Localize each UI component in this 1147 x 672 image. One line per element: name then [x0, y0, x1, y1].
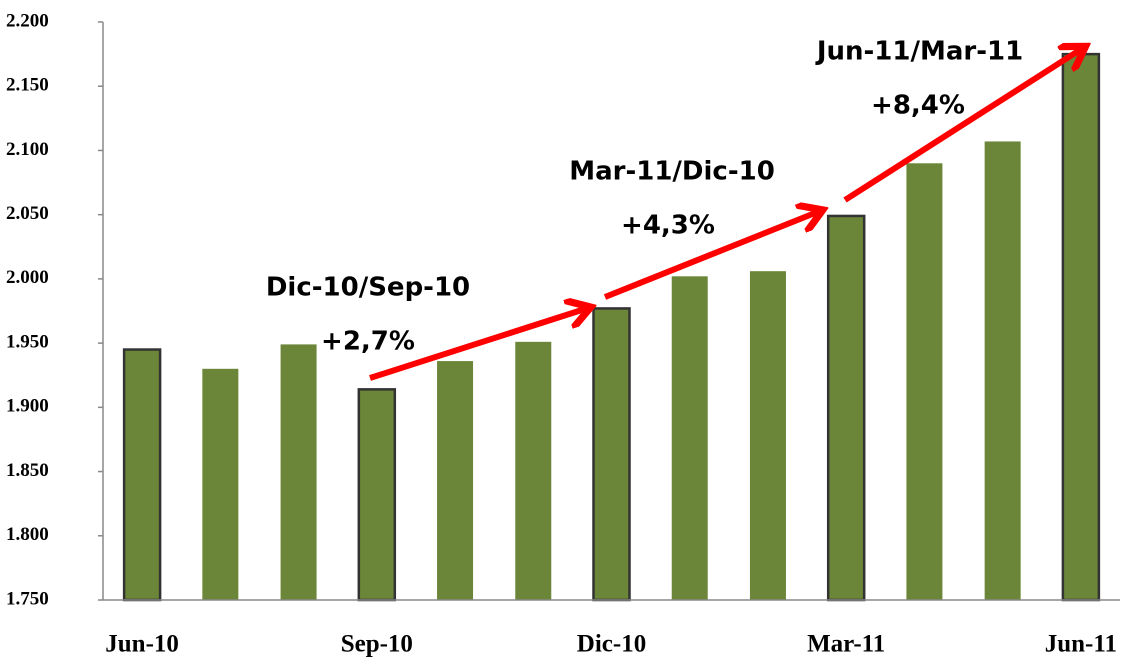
arrow [603, 211, 820, 300]
bar [515, 341, 552, 600]
bar [122, 348, 162, 602]
y-tick-label: 2.000 [6, 267, 49, 288]
bar [1061, 52, 1101, 602]
bar [280, 344, 317, 600]
x-tick-label: Jun-10 [105, 631, 179, 658]
y-tick-label: 2.200 [6, 10, 49, 31]
bar [437, 361, 474, 600]
annotation: +2,7% [321, 327, 415, 357]
bar [906, 163, 943, 601]
annotation: Mar-11/Dic-10 [569, 157, 775, 187]
annotation: Dic-10/Sep-10 [266, 273, 470, 303]
bar [826, 214, 866, 602]
y-tick-label: 1.950 [6, 331, 49, 352]
x-tick-label: Jun-11 [1045, 631, 1117, 658]
y-tick-label: 1.750 [6, 588, 49, 609]
y-tick-label: 1.800 [6, 524, 49, 545]
arrow [843, 48, 1083, 203]
annotation: +4,3% [621, 211, 715, 241]
y-tick-label: 2.100 [6, 139, 49, 160]
bar [592, 307, 631, 602]
bar [202, 368, 239, 600]
x-tick-label: Mar-11 [807, 631, 885, 658]
y-tick-label: 1.900 [6, 396, 49, 417]
y-tick-label: 1.850 [6, 460, 49, 481]
y-tick-label: 2.050 [6, 203, 49, 224]
annotation: Jun-11/Mar-11 [815, 37, 1023, 67]
arrow [369, 308, 588, 381]
bar [749, 271, 786, 600]
annotation: +8,4% [871, 91, 965, 121]
x-tick-label: Dic-10 [577, 631, 646, 658]
y-tick-label: 2.150 [6, 75, 49, 96]
bar [984, 141, 1021, 600]
bar [671, 276, 708, 600]
x-tick-label: Sep-10 [341, 631, 413, 658]
bars [122, 52, 1101, 602]
bar [357, 388, 397, 602]
